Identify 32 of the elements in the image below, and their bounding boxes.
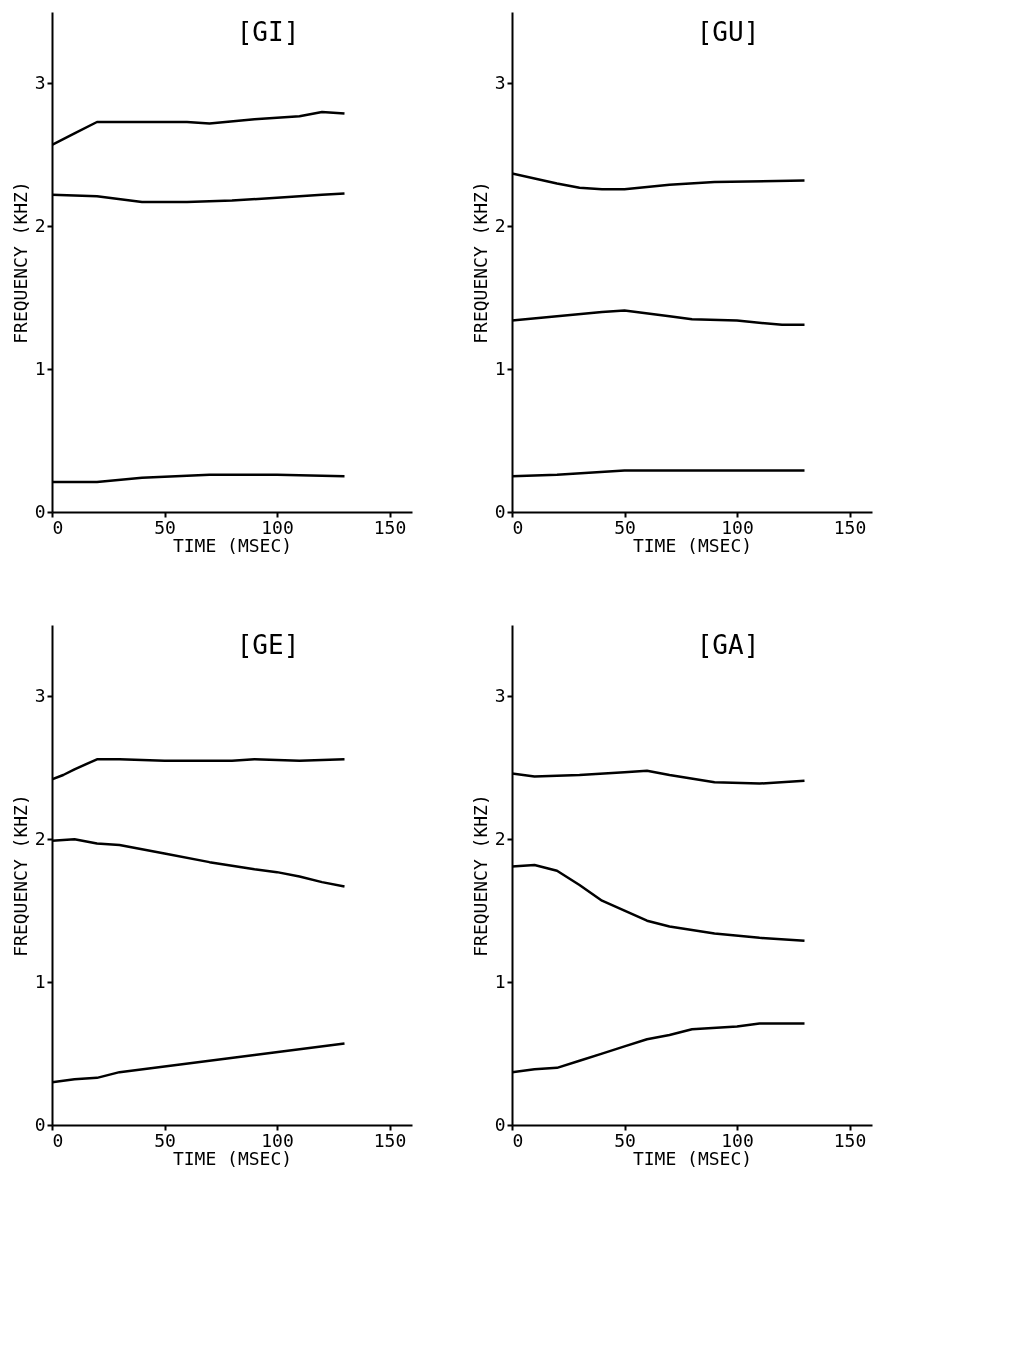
x-tick-label: 150 — [373, 516, 407, 538]
y-tick-label: 0 — [34, 500, 46, 522]
x-tick-label: 0 — [512, 516, 524, 538]
x-tick-label: 150 — [373, 1129, 407, 1151]
chart-title: [GU] — [696, 17, 760, 47]
x-tick-label: 0 — [52, 516, 64, 538]
x-tick-label: 0 — [512, 1129, 524, 1151]
x-tick-label: 0 — [52, 1129, 64, 1151]
y-axis-title: FREQUENCY (KHZ) — [469, 181, 491, 344]
y-tick-label: 3 — [34, 684, 46, 706]
y-tick-label: 0 — [494, 500, 506, 522]
y-tick-label: 0 — [34, 1113, 46, 1135]
x-tick-label: 150 — [833, 1129, 867, 1151]
y-tick-label: 1 — [494, 357, 506, 379]
y-axis-title: FREQUENCY (KHZ) — [469, 794, 491, 957]
y-tick-label: 2 — [34, 827, 46, 849]
y-tick-label: 3 — [494, 684, 506, 706]
y-axis-title: FREQUENCY (KHZ) — [9, 181, 31, 344]
y-tick-label: 3 — [494, 71, 506, 93]
y-tick-label: 1 — [494, 970, 506, 992]
x-tick-label: 150 — [833, 516, 867, 538]
y-axis-title: FREQUENCY (KHZ) — [9, 794, 31, 957]
chart-title: [GE] — [236, 630, 300, 660]
y-tick-label: 2 — [494, 827, 506, 849]
y-tick-label: 2 — [494, 214, 506, 236]
y-tick-label: 1 — [34, 357, 46, 379]
chart-title: [GI] — [236, 17, 300, 47]
y-tick-label: 0 — [494, 1113, 506, 1135]
chart-title: [GA] — [696, 630, 760, 660]
y-tick-label: 1 — [34, 970, 46, 992]
y-tick-label: 2 — [34, 214, 46, 236]
y-tick-label: 3 — [34, 71, 46, 93]
